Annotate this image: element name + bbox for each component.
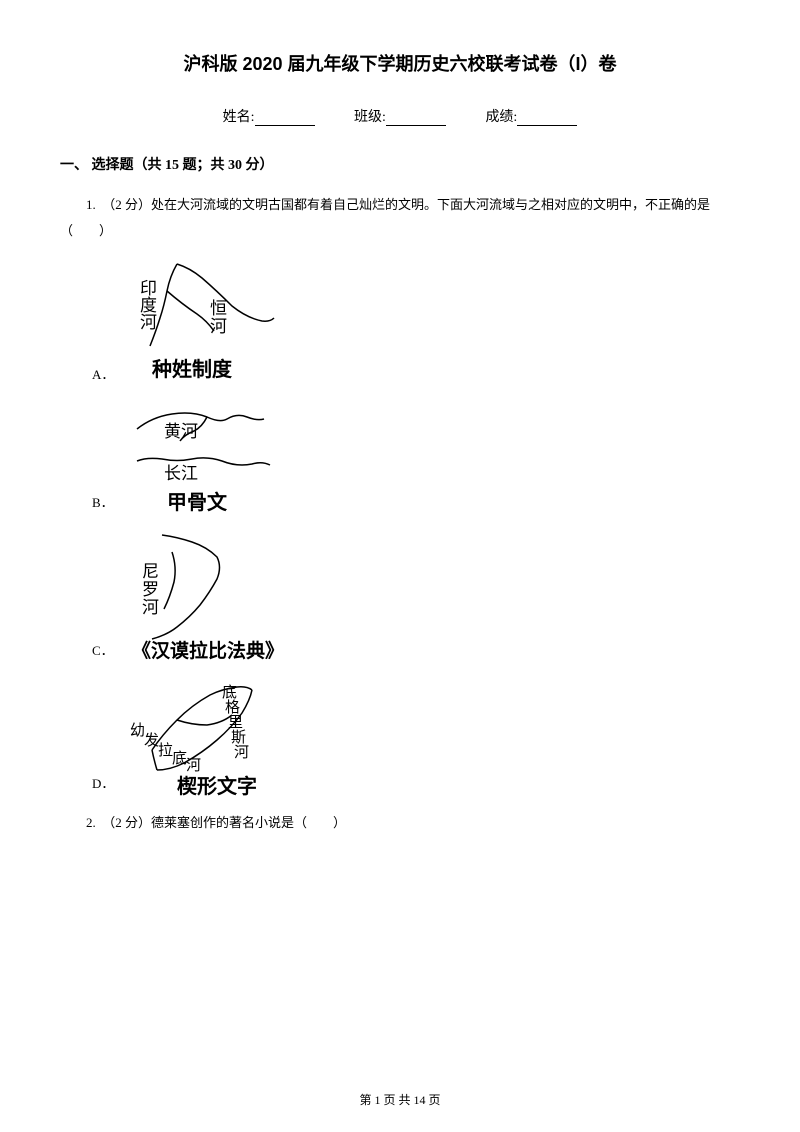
question-2: 2. （2 分）德莱塞创作的著名小说是（ ） bbox=[60, 810, 740, 836]
option-a-label: A． bbox=[92, 364, 114, 391]
score-blank bbox=[517, 112, 577, 126]
river-label: 格 bbox=[225, 699, 240, 716]
caption-c: 《汉谟拉比法典》 bbox=[132, 639, 284, 662]
option-c-label: C． bbox=[92, 640, 114, 667]
river-label: 里 bbox=[228, 714, 243, 731]
option-b-label: B． bbox=[92, 492, 114, 519]
option-d-row: D． 幼 发 拉 底 河 底 格 里 斯 河 楔形文字 bbox=[92, 675, 740, 800]
diagram-b: 黄河 长江 甲骨文 bbox=[122, 399, 282, 519]
river-label: 长江 bbox=[164, 464, 198, 483]
river-label: 河 bbox=[186, 757, 201, 774]
river-label: 幼 bbox=[130, 722, 145, 739]
river-label: 发 bbox=[144, 732, 159, 749]
class-label: 班级: bbox=[354, 110, 386, 125]
section-header: 一、 选择题（共 15 题；共 30 分） bbox=[60, 154, 740, 174]
caption-b: 甲骨文 bbox=[167, 490, 228, 514]
diagram-a: 印 度 河 恒 河 种姓制度 bbox=[122, 256, 282, 391]
diagram-c: 尼 罗 河 《汉谟拉比法典》 bbox=[122, 527, 302, 667]
class-field: 班级: bbox=[354, 106, 446, 126]
river-label: 底 bbox=[222, 684, 237, 701]
river-label: 河 bbox=[234, 744, 249, 761]
page-footer: 第 1 页 共 14 页 bbox=[0, 1091, 800, 1108]
river-label: 罗 bbox=[142, 580, 159, 599]
option-c-row: C． 尼 罗 河 《汉谟拉比法典》 bbox=[92, 527, 740, 667]
river-label: 底 bbox=[172, 750, 187, 767]
caption-a: 种姓制度 bbox=[151, 357, 233, 381]
score-label: 成绩: bbox=[485, 110, 517, 125]
river-label: 河 bbox=[210, 317, 227, 336]
river-label: 尼 bbox=[142, 562, 159, 581]
river-label: 恒 bbox=[210, 299, 227, 318]
river-label: 斯 bbox=[231, 729, 246, 746]
river-label: 河 bbox=[140, 313, 157, 332]
name-label: 姓名: bbox=[223, 110, 255, 125]
page-title: 沪科版 2020 届九年级下学期历史六校联考试卷（I）卷 bbox=[60, 50, 740, 76]
river-label: 拉 bbox=[158, 742, 173, 759]
student-fields: 姓名: 班级: 成绩: bbox=[60, 106, 740, 126]
river-label: 黄河 bbox=[164, 422, 198, 441]
name-blank bbox=[255, 112, 315, 126]
option-d-label: D． bbox=[92, 773, 114, 800]
caption-d: 楔形文字 bbox=[177, 774, 257, 798]
name-field: 姓名: bbox=[223, 106, 315, 126]
river-label: 河 bbox=[142, 598, 159, 617]
option-b-row: B． 黄河 长江 甲骨文 bbox=[92, 399, 740, 519]
diagram-d: 幼 发 拉 底 河 底 格 里 斯 河 楔形文字 bbox=[122, 675, 302, 800]
score-field: 成绩: bbox=[485, 106, 577, 126]
class-blank bbox=[386, 112, 446, 126]
option-a-row: A． 印 度 河 恒 河 种姓制度 bbox=[92, 256, 740, 391]
question-1: 1. （2 分）处在大河流域的文明古国都有着自己灿烂的文明。下面大河流域与之相对… bbox=[60, 192, 740, 244]
